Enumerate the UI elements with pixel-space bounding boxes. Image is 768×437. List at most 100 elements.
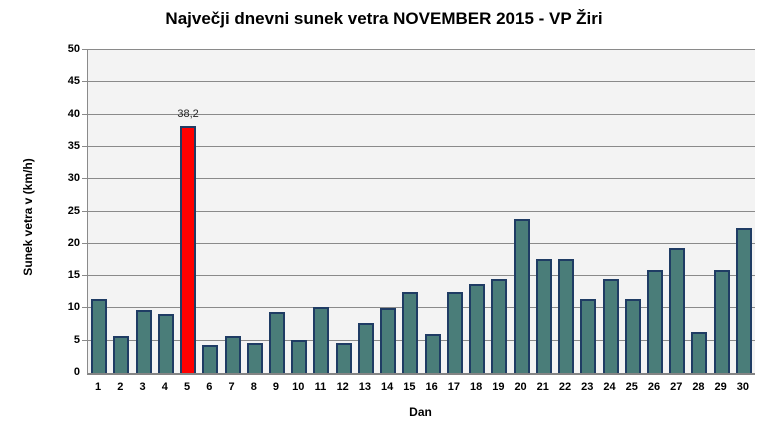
x-tick-label-15: 15 bbox=[403, 381, 416, 393]
bar-cell-day-10 bbox=[288, 50, 310, 373]
x-tick-label-27: 27 bbox=[670, 381, 683, 393]
bar-cell-day-9 bbox=[266, 50, 288, 373]
gridline-15 bbox=[88, 275, 755, 277]
bar-cell-day-16 bbox=[422, 50, 444, 373]
y-tick-mark bbox=[82, 275, 88, 277]
bar-day-11 bbox=[313, 307, 330, 373]
x-tick-label-2: 2 bbox=[117, 381, 124, 393]
x-tick-label-22: 22 bbox=[558, 381, 572, 393]
bar-day-6 bbox=[202, 345, 219, 373]
x-tick-label-13: 13 bbox=[358, 381, 372, 393]
x-tick-label-6: 6 bbox=[206, 381, 213, 393]
x-tick-label-25: 25 bbox=[625, 381, 638, 393]
x-tick-label-14: 14 bbox=[381, 381, 394, 393]
bar-cell-day-17 bbox=[444, 50, 466, 373]
x-tick-label-23: 23 bbox=[581, 381, 594, 393]
bar-cell-day-13 bbox=[355, 50, 377, 373]
x-tick-label-7: 7 bbox=[228, 381, 235, 393]
bar-cell-day-30 bbox=[733, 50, 755, 373]
gridline-20 bbox=[88, 242, 755, 244]
bar-cell-day-6 bbox=[199, 50, 221, 373]
bar-cell-day-4 bbox=[155, 50, 177, 373]
y-tick-label-35: 35 bbox=[67, 139, 80, 152]
y-tick-label-5: 5 bbox=[73, 333, 80, 346]
gridline-5 bbox=[88, 339, 755, 341]
x-tick-label-11: 11 bbox=[314, 381, 327, 393]
gridline-45 bbox=[88, 81, 755, 83]
bar-day-4 bbox=[157, 314, 174, 373]
x-tick-label-4: 4 bbox=[161, 381, 168, 393]
gridline-30 bbox=[88, 178, 755, 180]
y-tick-label-40: 40 bbox=[67, 107, 80, 120]
y-tick-label-50: 50 bbox=[67, 43, 80, 55]
bar-day-10 bbox=[291, 340, 308, 373]
bar-day-13 bbox=[357, 323, 374, 373]
bar-day-29 bbox=[713, 270, 730, 373]
bar-cell-day-25 bbox=[622, 50, 644, 373]
y-tick-mark bbox=[82, 339, 88, 341]
gridline-10 bbox=[88, 307, 755, 309]
x-tick-label-20: 20 bbox=[514, 381, 527, 393]
bar-day-12 bbox=[335, 343, 352, 373]
x-tick-label-16: 16 bbox=[425, 381, 438, 393]
y-tick-mark bbox=[82, 307, 88, 309]
bar-day-24 bbox=[602, 279, 619, 373]
y-tick-label-30: 30 bbox=[67, 172, 80, 185]
bar-cell-day-8 bbox=[244, 50, 266, 373]
bar-day-3 bbox=[135, 310, 152, 373]
bar-cell-day-14 bbox=[377, 50, 399, 373]
bar-cell-day-21 bbox=[533, 50, 555, 373]
x-tick-label-5: 5 bbox=[183, 381, 191, 393]
bar-day-8 bbox=[246, 343, 263, 373]
bar-day-2 bbox=[113, 336, 130, 373]
y-tick-label-15: 15 bbox=[67, 269, 80, 282]
bar-cell-day-23 bbox=[577, 50, 599, 373]
bar-cell-day-22 bbox=[555, 50, 577, 373]
bar-cell-day-3 bbox=[132, 50, 154, 373]
y-tick-label-25: 25 bbox=[67, 204, 80, 217]
bar-cell-day-27 bbox=[666, 50, 688, 373]
bar-cell-day-20 bbox=[510, 50, 532, 373]
x-tick-label-1: 1 bbox=[95, 381, 102, 393]
bar-cell-day-12 bbox=[333, 50, 355, 373]
x-tick-label-28: 28 bbox=[692, 381, 705, 393]
x-tick-label-3: 3 bbox=[139, 381, 146, 393]
bar-day-27 bbox=[669, 248, 686, 373]
x-axis-title: Dan bbox=[409, 405, 432, 419]
bar-cell-day-24 bbox=[599, 50, 621, 373]
y-tick-label-20: 20 bbox=[67, 236, 80, 249]
x-tick-label-24: 24 bbox=[603, 381, 616, 393]
bar-cell-day-18 bbox=[466, 50, 488, 373]
bar-cell-day-2 bbox=[110, 50, 132, 373]
bar-day-1 bbox=[91, 299, 108, 373]
bar-day-21 bbox=[535, 259, 552, 373]
x-tick-label-8: 8 bbox=[250, 381, 257, 393]
bar-highlighted-day-5 bbox=[180, 126, 197, 373]
gridline-25 bbox=[88, 210, 755, 212]
bar-cell-day-19 bbox=[488, 50, 510, 373]
y-tick-mark bbox=[82, 242, 88, 244]
gridline-40 bbox=[88, 113, 755, 115]
y-tick-mark bbox=[82, 49, 88, 50]
plot-area: 38,2 bbox=[82, 49, 755, 375]
y-tick-mark bbox=[82, 210, 88, 212]
y-axis-tick-labels: 0 5 10 15 20 25 30 35 40 45 50 bbox=[0, 43, 80, 378]
x-tick-label-30: 30 bbox=[736, 381, 750, 393]
bar-cell-day-5: 38,2 bbox=[177, 50, 199, 373]
x-tick-label-29: 29 bbox=[714, 381, 727, 393]
bar-day-16 bbox=[424, 334, 441, 373]
bar-series: 38,2 bbox=[88, 50, 755, 373]
bar-day-20 bbox=[513, 219, 530, 373]
bar-day-7 bbox=[224, 336, 241, 373]
bar-cell-day-26 bbox=[644, 50, 666, 373]
x-tick-label-18: 18 bbox=[469, 381, 483, 393]
bar-day-9 bbox=[268, 312, 285, 373]
x-tick-label-26: 26 bbox=[647, 381, 661, 393]
bar-day-25 bbox=[624, 299, 641, 373]
x-tick-label-17: 17 bbox=[447, 381, 460, 393]
gridline-50 bbox=[88, 49, 755, 50]
x-axis-tick-labels: 1 2 3 4 5 6 7 8 9 10 11 12 13 14 15 16 17 18 19 20 21 22 23 24 2… bbox=[87, 381, 754, 393]
x-tick-label-10: 10 bbox=[292, 381, 305, 393]
x-tick-label-12: 12 bbox=[336, 381, 349, 393]
bar-cell-day-11 bbox=[310, 50, 332, 373]
